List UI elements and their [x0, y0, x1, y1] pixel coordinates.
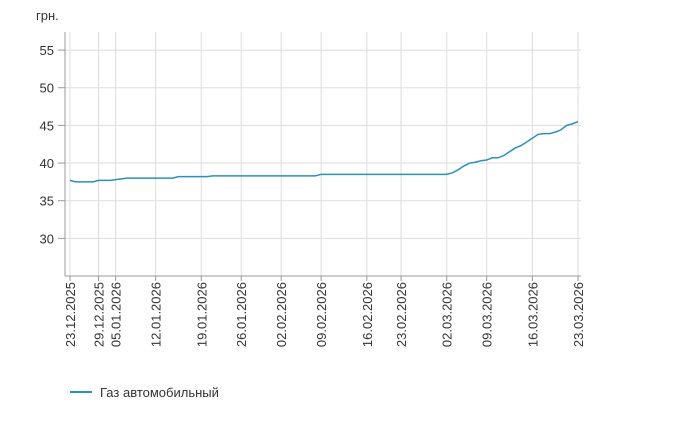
y-axis-label: грн.	[36, 8, 59, 23]
x-tick-label: 19.01.2026	[194, 282, 209, 347]
y-tick-label: 50	[40, 81, 54, 96]
y-tick-label: 40	[40, 156, 54, 171]
x-tick-label: 09.03.2026	[480, 282, 495, 347]
x-tick-label: 16.02.2026	[360, 282, 375, 347]
x-tick-label: 09.02.2026	[314, 282, 329, 347]
x-tick-label: 23.03.2026	[571, 282, 586, 347]
x-tick-label: 26.01.2026	[234, 282, 249, 347]
x-tick-label: 12.01.2026	[149, 282, 164, 347]
x-tick-label: 23.12.2025	[63, 282, 78, 347]
data-line	[69, 120, 579, 183]
legend-label: Газ автомобильный	[100, 385, 219, 400]
y-tick-label: 35	[40, 194, 54, 209]
y-tick-label: 55	[40, 43, 54, 58]
x-tick-label: 29.12.2025	[92, 282, 107, 347]
x-tick-label: 23.02.2026	[394, 282, 409, 347]
x-tick-label: 16.03.2026	[525, 282, 540, 347]
y-tick-label: 45	[40, 118, 54, 133]
x-tick-label: 05.01.2026	[109, 282, 124, 347]
x-tick-label: 02.03.2026	[440, 282, 455, 347]
x-tick-label: 02.02.2026	[274, 282, 289, 347]
y-tick-label: 30	[40, 231, 54, 246]
